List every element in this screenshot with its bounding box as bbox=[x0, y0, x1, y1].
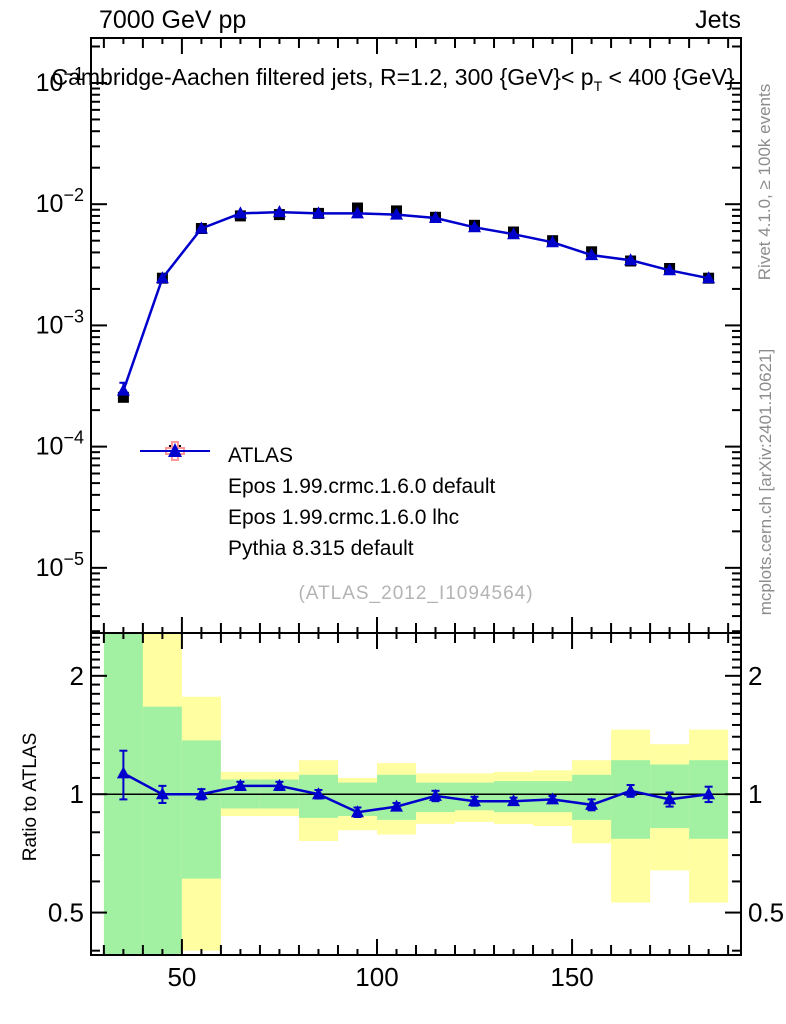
main-y-axis-ticks bbox=[91, 45, 741, 633]
svg-text:100: 100 bbox=[355, 962, 398, 992]
band-green bbox=[377, 774, 416, 820]
pythia-line bbox=[122, 210, 709, 392]
ratio-y-axis-ticks bbox=[91, 636, 741, 952]
legend: ATLAS Epos 1.99.crmc.1.6.0 default Epos … bbox=[138, 440, 495, 564]
svg-text:10−5: 10−5 bbox=[36, 549, 84, 582]
analysis-group-label: Jets bbox=[695, 6, 741, 34]
mcplots-arxiv-note: mcplots.cern.ch [arXiv:2401.10621] bbox=[756, 348, 775, 616]
legend-label: Epos 1.99.crmc.1.6.0 default bbox=[228, 474, 496, 498]
pythia-error-bars bbox=[119, 209, 713, 401]
plot-title-subscript: T bbox=[593, 78, 603, 94]
svg-text:50: 50 bbox=[167, 962, 196, 992]
band-green bbox=[181, 740, 221, 879]
pythia-triangle-marker-icon bbox=[138, 443, 212, 560]
legend-row-epos-lhc: Epos 1.99.crmc.1.6.0 lhc bbox=[138, 441, 495, 533]
svg-text:1: 1 bbox=[748, 779, 762, 809]
analysis-id-watermark: (ATLAS_2012_I1094564) bbox=[298, 583, 534, 604]
svg-text:2: 2 bbox=[748, 661, 762, 691]
legend-label: Pythia 8.315 default bbox=[228, 536, 414, 560]
ratio-y-axis-labels: 0.5 0.5 1 1 2 2 bbox=[48, 661, 784, 928]
svg-text:10−2: 10−2 bbox=[36, 185, 84, 218]
svg-text:0.5: 0.5 bbox=[748, 898, 784, 928]
band-green bbox=[611, 760, 651, 839]
svg-text:10−4: 10−4 bbox=[36, 428, 84, 461]
pythia-markers bbox=[116, 205, 716, 396]
ratio-markers bbox=[116, 766, 716, 818]
svg-text:10−1: 10−1 bbox=[36, 64, 84, 97]
band-green bbox=[572, 774, 612, 820]
legend-label: Epos 1.99.crmc.1.6.0 lhc bbox=[228, 505, 460, 529]
plot-title: Cambridge-Aachen filtered jets, R=1.2, 3… bbox=[0, 64, 786, 94]
x-axis-labels: 50 100 150 bbox=[167, 962, 593, 992]
x-axis-ticks bbox=[102, 38, 730, 955]
plot-title-pre: Cambridge-Aachen filtered jets, R=1.2, 3… bbox=[51, 64, 594, 90]
main-y-axis-labels: 10−1 10−2 10−3 10−4 10−5 bbox=[36, 64, 84, 582]
band-green bbox=[142, 706, 182, 955]
plot-title-post: < 400 {GeV} bbox=[602, 64, 735, 90]
epos-lhc-cross-marker-icon bbox=[138, 441, 212, 529]
legend-label: ATLAS bbox=[228, 443, 293, 467]
legend-row-epos-default: Epos 1.99.crmc.1.6.0 default bbox=[138, 441, 496, 502]
svg-text:10−3: 10−3 bbox=[36, 306, 84, 339]
beam-label: 7000 GeV pp bbox=[99, 6, 247, 34]
svg-text:0.5: 0.5 bbox=[48, 898, 84, 928]
ratio-line bbox=[122, 772, 709, 814]
svg-text:1: 1 bbox=[70, 779, 84, 809]
ratio-axis-label: Ratio to ATLAS bbox=[20, 732, 41, 862]
legend-row-pythia: Pythia 8.315 default bbox=[138, 443, 495, 564]
epos-default-cross-marker-icon bbox=[138, 441, 212, 498]
ratio-uncertainty-bands bbox=[103, 633, 729, 955]
rivet-version-note: Rivet 4.1.0, ≥ 100k events bbox=[755, 83, 774, 281]
svg-text:2: 2 bbox=[70, 661, 84, 691]
svg-text:150: 150 bbox=[550, 962, 593, 992]
